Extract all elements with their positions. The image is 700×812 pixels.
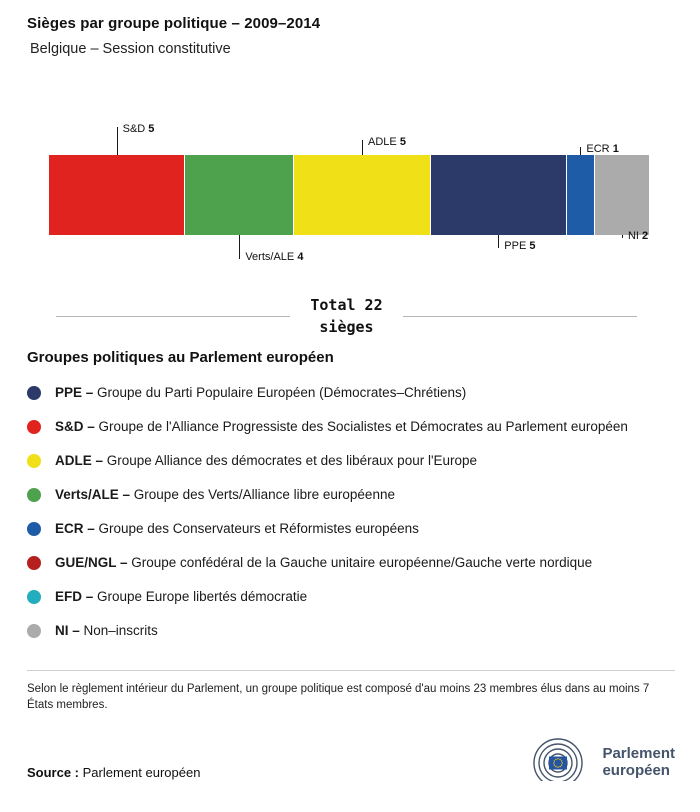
footnote-divider <box>27 669 675 671</box>
legend-label-adle: ADLE – Groupe Alliance des démocrates et… <box>55 453 478 468</box>
legend-label-efd: EFD – Groupe Europe libertés démocratie <box>55 589 308 604</box>
segment-label-ecr: ECR 1 <box>586 143 619 155</box>
callout-line-s-d: S&D 5 <box>116 123 154 155</box>
legend-item-adle: ADLE – Groupe Alliance des démocrates et… <box>27 444 675 478</box>
legend-color-dot-adle <box>27 453 41 468</box>
eu-flag-icon <box>549 756 568 770</box>
legend-item-efd: EFD – Groupe Europe libertés démocratie <box>27 580 675 614</box>
bar-segment-s-d: S&D 5 <box>49 123 186 235</box>
legend-heading: Groupes politiques au Parlement européen <box>27 348 334 366</box>
bar-segment-ppe: PPE 5 <box>430 155 567 252</box>
legend-label-ni: NI – Non–inscrits <box>55 623 158 638</box>
bottom-row: Source : Parlement européen <box>27 734 675 802</box>
legend-color-dot-s-d <box>27 419 41 434</box>
callout-line-ppe: PPE 5 <box>498 235 535 252</box>
legend-label-gue-ngl: GUE/NGL – Groupe confédéral de la Gauche… <box>55 555 593 570</box>
legend-item-gue-ngl: GUE/NGL – Groupe confédéral de la Gauche… <box>27 546 675 580</box>
legend-color-dot-verts-ale <box>27 487 41 502</box>
total-divider-right <box>402 316 637 318</box>
callout-line-ni: NI 2 <box>621 230 648 242</box>
legend-color-dot-efd <box>27 589 41 604</box>
total-sublabel: sièges <box>319 317 374 336</box>
legend-color-dot-ecr <box>27 521 41 536</box>
source-text: Parlement européen <box>82 764 201 780</box>
legend-color-dot-ppe <box>27 385 41 400</box>
legend-color-dot-gue-ngl <box>27 555 41 570</box>
legend-list: PPE – Groupe du Parti Populaire Européen… <box>27 376 675 648</box>
logo-text-line1: Parlement <box>602 744 675 762</box>
segment-label-ni: NI 2 <box>627 230 649 242</box>
callout-line-verts-ale: Verts/ALE 4 <box>239 235 303 263</box>
segment-label-s-d: S&D 5 <box>122 123 155 135</box>
legend-item-ni: NI – Non–inscrits <box>27 614 675 648</box>
page-title: Sièges par groupe politique – 2009–2014 <box>27 15 321 32</box>
bar-segment-ni: NI 2 <box>594 155 650 242</box>
segment-label-adle: ADLE 5 <box>368 136 406 148</box>
bar-segment-adle: ADLE 5 <box>294 136 431 235</box>
source-label: Source : <box>27 764 80 780</box>
ep-logo: Parlement européen <box>524 734 675 790</box>
hemicycle-icon <box>524 738 597 790</box>
footnote: Selon le règlement intérieur du Parlemen… <box>27 682 650 712</box>
legend-label-ecr: ECR – Groupe des Conservateurs et Réform… <box>55 521 419 536</box>
total-divider-left <box>56 316 291 318</box>
callout-line-adle: ADLE 5 <box>362 136 406 155</box>
legend-label-verts-ale: Verts/ALE – Groupe des Verts/Alliance li… <box>55 487 395 502</box>
legend-label-s-d: S&D – Groupe de l'Alliance Progressiste … <box>55 419 628 434</box>
legend-item-s-d: S&D – Groupe de l'Alliance Progressiste … <box>27 410 675 444</box>
bar-segment-ecr: ECR 1 <box>566 143 619 235</box>
legend-item-ppe: PPE – Groupe du Parti Populaire Européen… <box>27 376 675 410</box>
bar-segment-verts-ale: Verts/ALE 4 <box>185 155 303 263</box>
stacked-bar-chart: S&D 5 Verts/ALE 4 ADLE 5 PPE 5 ECR 1 NI 2 <box>49 113 650 281</box>
seats-bar: S&D 5 Verts/ALE 4 ADLE 5 PPE 5 ECR 1 NI 2 <box>49 123 650 263</box>
logo-text-line2: européen <box>602 761 670 779</box>
total-seats-row: Total 22 sièges <box>56 295 637 339</box>
logo-text: Parlement européen <box>602 745 675 780</box>
segment-label-ppe: PPE 5 <box>504 240 536 252</box>
legend-label-ppe: PPE – Groupe du Parti Populaire Européen… <box>55 385 467 400</box>
legend-item-ecr: ECR – Groupe des Conservateurs et Réform… <box>27 512 675 546</box>
callout-line-ecr: ECR 1 <box>580 143 619 155</box>
page-subtitle: Belgique – Session constitutive <box>30 41 231 57</box>
source: Source : Parlement européen <box>27 765 200 780</box>
total-seats: Total 22 sièges <box>290 295 402 339</box>
legend-color-dot-ni <box>27 623 41 638</box>
total-label: Total 22 <box>310 296 383 314</box>
segment-label-verts-ale: Verts/ALE 4 <box>245 251 304 263</box>
legend-item-verts-ale: Verts/ALE – Groupe des Verts/Alliance li… <box>27 478 675 512</box>
